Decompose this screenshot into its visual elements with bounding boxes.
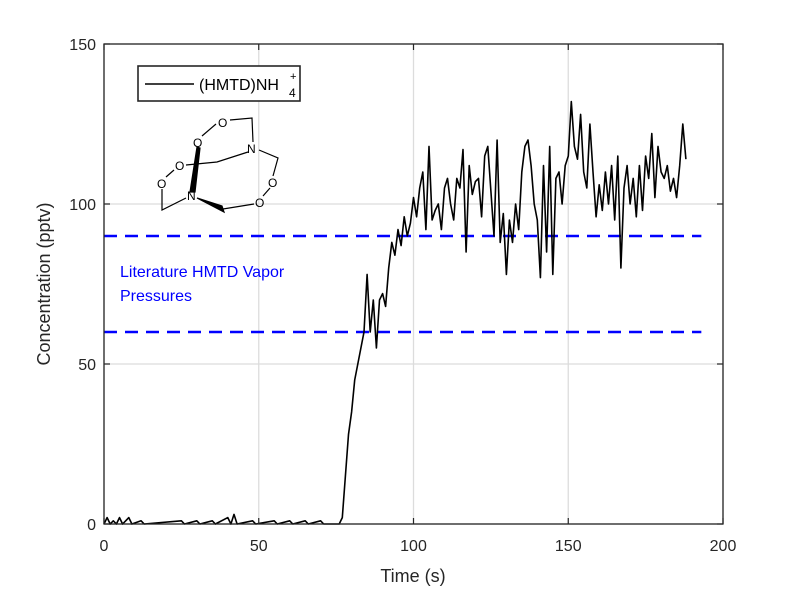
hmtd-structure-drawing: O O O O O O N N xyxy=(157,116,279,214)
x-tick-label: 150 xyxy=(555,538,582,555)
y-tick-label: 100 xyxy=(69,197,96,214)
y-tick-label: 50 xyxy=(78,357,96,374)
legend: (HMTD)NH + 4 xyxy=(137,65,301,102)
x-tick-label: 100 xyxy=(400,538,427,555)
atom-n: N xyxy=(187,189,196,203)
annotation-line1: Literature HMTD Vapor xyxy=(120,264,285,281)
x-tick-label: 200 xyxy=(710,538,737,555)
x-axis-label: Time (s) xyxy=(380,566,445,586)
atom-o: O xyxy=(175,159,184,173)
atom-o: O xyxy=(193,136,202,150)
x-tick-label: 50 xyxy=(250,538,268,555)
x-tick-label: 0 xyxy=(100,538,109,555)
atom-o: O xyxy=(268,176,277,190)
grid xyxy=(103,43,724,525)
y-tick-label: 0 xyxy=(87,517,96,534)
annotation-line2: Pressures xyxy=(120,288,192,305)
y-axis-label: Concentration (pptv) xyxy=(34,202,54,365)
atom-n: N xyxy=(247,142,256,156)
atom-o: O xyxy=(157,177,166,191)
y-tick-label: 150 xyxy=(69,37,96,54)
atom-o: O xyxy=(255,196,264,210)
reference-lines xyxy=(104,234,702,334)
legend-label-sup: + xyxy=(290,71,296,83)
series-line-hmtd-nh4 xyxy=(103,100,687,525)
legend-label-sub: 4 xyxy=(289,86,296,100)
legend-label: (HMTD)NH xyxy=(199,77,279,94)
atom-o: O xyxy=(218,116,227,130)
ticks: 0 50 100 150 200 0 50 100 150 xyxy=(69,37,736,555)
